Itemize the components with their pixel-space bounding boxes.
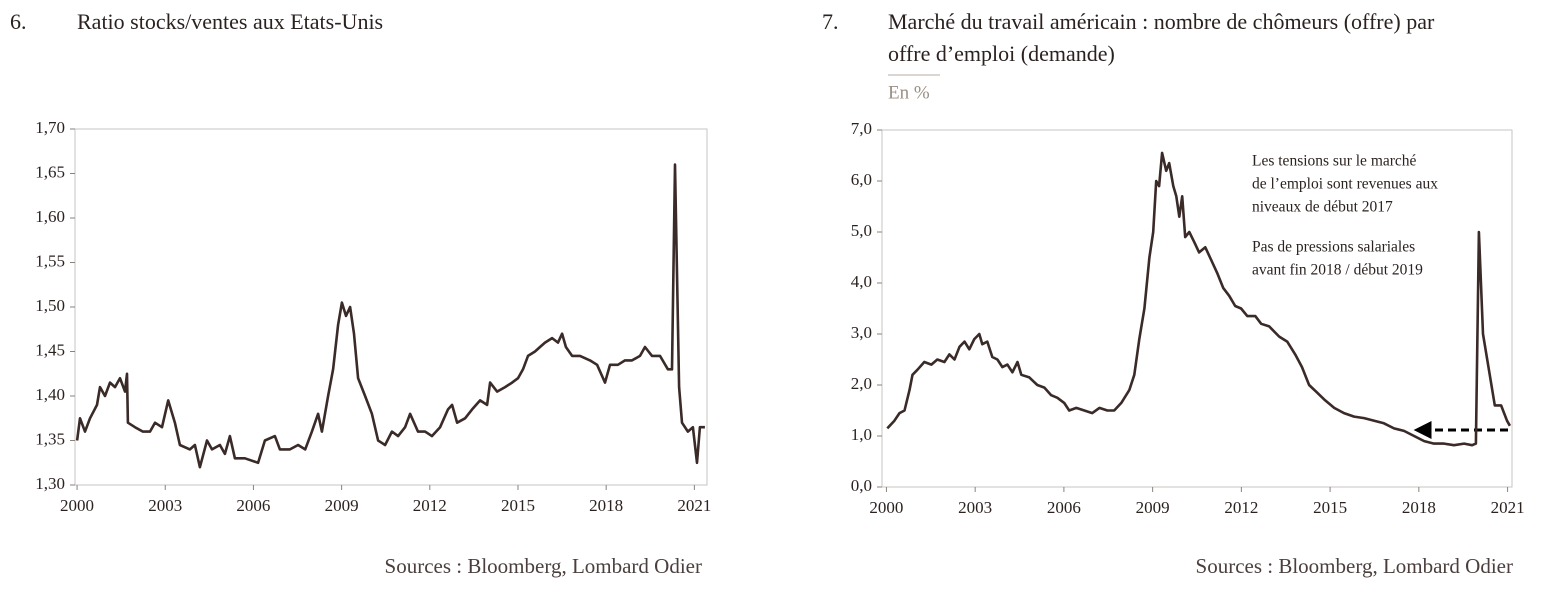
x-tick-label: 2015: [501, 496, 535, 515]
source: Sources : Bloomberg, Lombard Odier: [385, 554, 702, 578]
chart-subtitle: En %: [888, 82, 930, 103]
x-tick-label: 2021: [1491, 498, 1525, 517]
annotation: Les tensions sur le marché: [1252, 153, 1417, 170]
y-tick-label: 1,55: [35, 251, 65, 270]
y-tick-label: 1,35: [35, 429, 65, 448]
chart-title: Marché du travail américain : nombre de …: [888, 9, 1435, 34]
annotation: niveaux de début 2017: [1252, 199, 1393, 216]
y-tick-label: 3,0: [851, 323, 872, 342]
chart-number: 7.: [822, 9, 839, 34]
y-tick-label: 1,60: [35, 207, 65, 226]
x-tick-label: 2021: [677, 496, 711, 515]
x-tick-label: 2018: [1402, 498, 1436, 517]
x-tick-label: 2009: [325, 496, 359, 515]
x-tick-label: 2015: [1313, 498, 1347, 517]
x-tick-label: 2018: [589, 496, 623, 515]
source: Sources : Bloomberg, Lombard Odier: [1196, 554, 1513, 578]
annotation: avant fin 2018 / début 2019: [1252, 262, 1423, 279]
x-tick-label: 2003: [148, 496, 182, 515]
data-line: [886, 151, 1512, 447]
annotation: Pas de pressions salariales: [1252, 239, 1415, 256]
x-tick-label: 2000: [60, 496, 94, 515]
y-tick-label: 1,30: [35, 474, 65, 493]
y-tick-label: 1,0: [851, 425, 872, 444]
data-line: [75, 163, 705, 469]
plot-area: [881, 129, 1513, 488]
y-tick-label: 4,0: [851, 272, 872, 291]
x-tick-label: 2000: [869, 498, 903, 517]
y-tick-label: 1,50: [35, 296, 65, 315]
x-tick-label: 2006: [1047, 498, 1081, 517]
y-tick-label: 1,65: [35, 162, 65, 181]
x-tick-label: 2009: [1136, 498, 1170, 517]
x-tick-label: 2012: [413, 496, 447, 515]
chart-number: 6.: [10, 9, 27, 34]
x-tick-label: 2006: [236, 496, 270, 515]
y-tick-label: 2,0: [851, 374, 872, 393]
annotation: de l’emploi sont revenues aux: [1252, 176, 1438, 193]
x-tick-label: 2003: [958, 498, 992, 517]
y-tick-label: 7,0: [851, 119, 872, 138]
y-tick-label: 5,0: [851, 221, 872, 240]
x-tick-label: 2012: [1224, 498, 1258, 517]
y-tick-label: 1,70: [35, 118, 65, 137]
y-tick-label: 1,40: [35, 385, 65, 404]
y-tick-label: 0,0: [851, 476, 872, 495]
chart-title: offre d’emploi (demande): [888, 41, 1115, 66]
y-tick-label: 1,45: [35, 340, 65, 359]
chart-title: Ratio stocks/ventes aux Etats-Unis: [77, 9, 383, 34]
y-tick-label: 6,0: [851, 170, 872, 189]
